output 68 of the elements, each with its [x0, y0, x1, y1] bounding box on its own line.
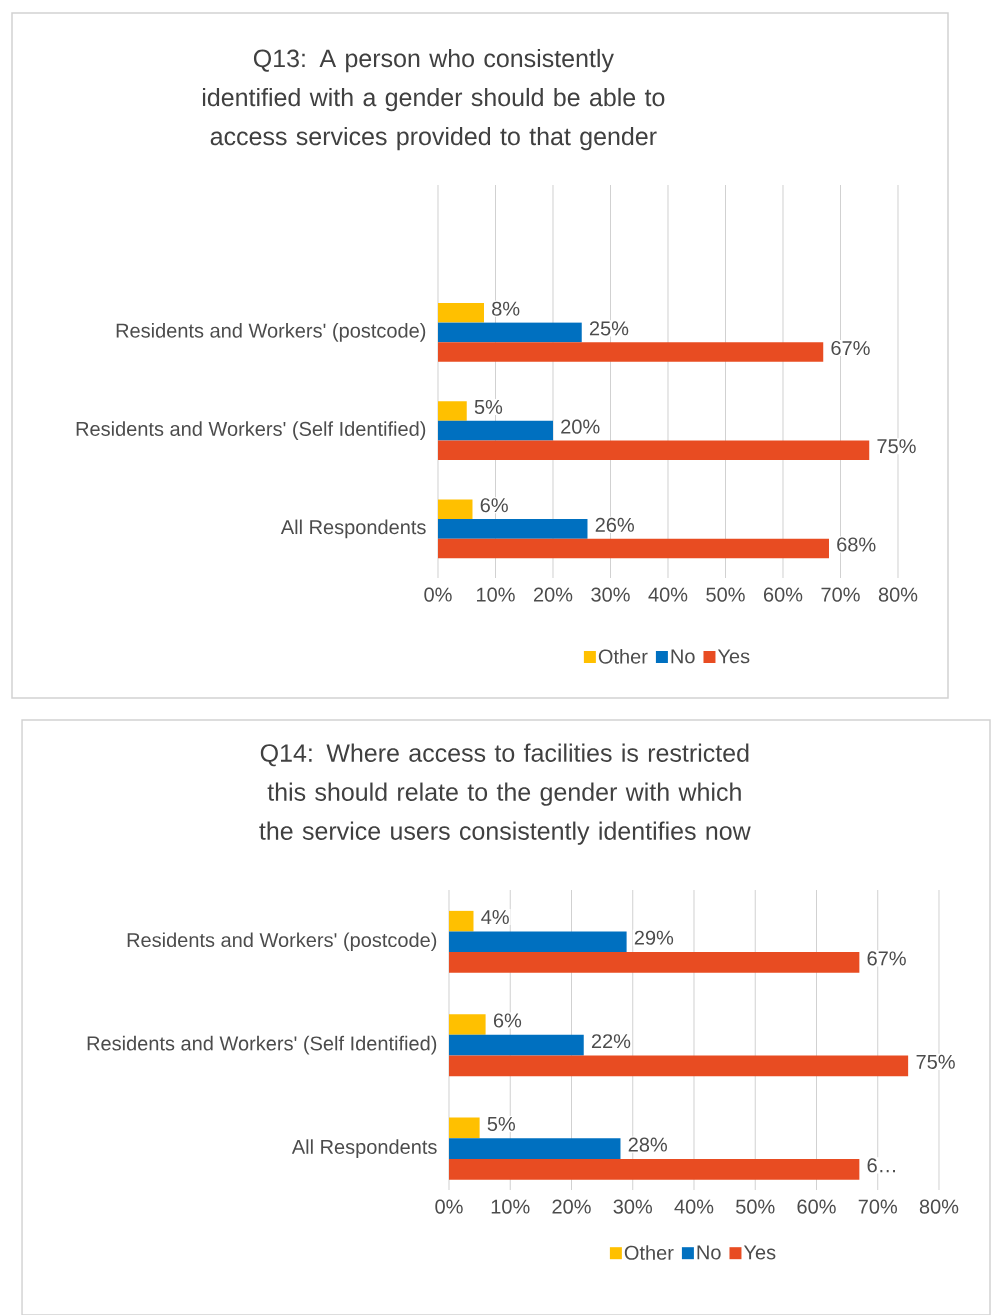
x-tick-label: 50% — [736, 1199, 775, 1214]
data-label: 5% — [474, 399, 503, 414]
data-label: 6% — [480, 498, 508, 513]
y-tick-label: Residents and Workers' (Self Identified) — [87, 1035, 437, 1055]
data-label: 67% — [867, 951, 906, 966]
x-tick-label: 20% — [533, 587, 573, 602]
bar — [437, 401, 467, 421]
bar — [437, 420, 553, 441]
data-label: 67% — [831, 340, 870, 356]
data-label: 20% — [561, 419, 600, 434]
chart-title: Q13: A person who consistently identified with a gender should be able to access services provided to that gender — [202, 48, 665, 151]
bar — [449, 1034, 584, 1056]
data-label: 25% — [589, 321, 629, 336]
x-tick-label: 20% — [552, 1199, 591, 1214]
bar — [449, 910, 474, 932]
data-label: 75% — [916, 1054, 955, 1069]
y-tick-label: All Respondents — [291, 1139, 437, 1158]
data-label: 68% — [837, 537, 876, 552]
data-label: 22% — [591, 1034, 631, 1049]
data-label: 29% — [634, 930, 674, 945]
x-tick-label: 50% — [706, 587, 745, 602]
y-tick-label: Residents and Workers' (Self Identified) — [76, 421, 426, 440]
legend-label: Yes — [743, 1245, 776, 1260]
data-label: 5% — [487, 1116, 516, 1131]
y-tick-label: Residents and Workers' (postcode) — [116, 323, 426, 342]
data-label: 6% — [493, 1013, 522, 1028]
bar — [449, 1158, 860, 1180]
x-tick-label: 80% — [919, 1199, 959, 1214]
x-tick-label: 60% — [764, 587, 803, 602]
bar — [449, 931, 627, 953]
x-tick-label: 30% — [613, 1199, 653, 1214]
y-tick-label: All Respondents — [280, 519, 426, 539]
data-label: 8% — [492, 301, 520, 316]
x-tick-label: 10% — [477, 587, 515, 602]
bar — [437, 440, 870, 461]
legend-label: Other — [598, 649, 648, 664]
x-tick-label: 70% — [858, 1199, 898, 1214]
bar — [449, 952, 860, 973]
x-tick-label: 10% — [491, 1199, 530, 1214]
bar — [437, 302, 484, 323]
chart-title: Q14: Where access to facilities is restricted this should relate to the gender with which the service users consistently identifies now — [259, 743, 751, 845]
x-tick-label: 70% — [821, 587, 860, 602]
bar — [437, 342, 824, 362]
x-tick-label: 80% — [878, 587, 918, 602]
x-tick-label: 60% — [797, 1199, 836, 1214]
x-tick-label: 0% — [435, 1199, 463, 1214]
bar — [449, 1014, 486, 1035]
legend-label: Other — [624, 1245, 674, 1260]
bar — [449, 1117, 480, 1139]
bar — [437, 538, 829, 559]
x-tick-label: 40% — [648, 587, 688, 602]
data-label: 28% — [628, 1137, 667, 1152]
bar — [437, 322, 582, 343]
x-tick-label: 0% — [424, 587, 452, 602]
data-label: 26% — [595, 517, 634, 532]
legend-label: Yes — [717, 649, 750, 664]
y-tick-label: Residents and Workers' (postcode) — [127, 932, 437, 952]
bar — [437, 499, 473, 520]
legend-label: No — [671, 649, 695, 664]
x-tick-label: 40% — [674, 1199, 714, 1214]
bar — [437, 519, 588, 539]
data-label: 4% — [481, 910, 509, 925]
data-label: 6… — [867, 1158, 895, 1173]
bar — [449, 1055, 909, 1077]
legend-label: No — [697, 1245, 721, 1260]
x-tick-label: 30% — [591, 587, 630, 602]
bar — [449, 1138, 621, 1159]
data-label: 75% — [877, 439, 916, 454]
